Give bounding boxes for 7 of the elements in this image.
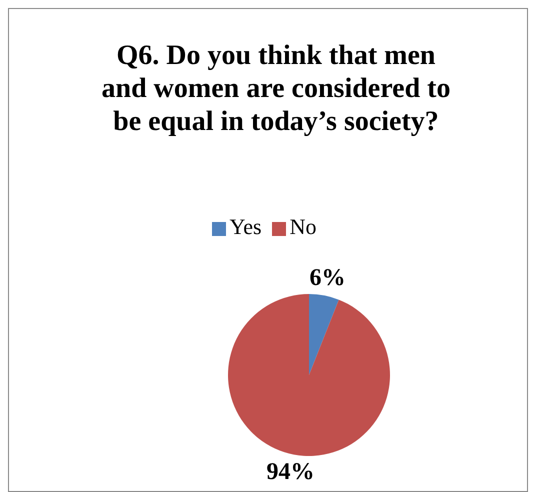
data-label: 6% <box>310 264 346 291</box>
chart-title: Q6. Do you think that men and women are considered to be equal in today’s society? <box>101 39 451 138</box>
pie-slice <box>228 294 390 456</box>
legend-label: Yes <box>230 214 262 239</box>
pie-slice <box>309 294 339 375</box>
data-label: 94% <box>266 459 314 486</box>
legend-label: No <box>290 214 316 239</box>
